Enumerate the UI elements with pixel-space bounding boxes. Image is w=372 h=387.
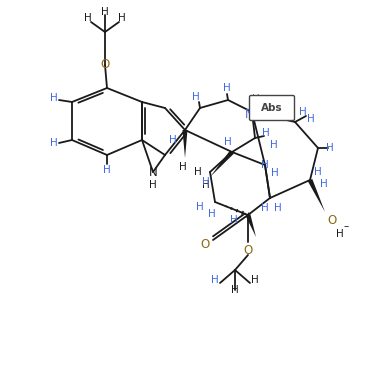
Text: H: H <box>103 165 111 175</box>
Text: H: H <box>169 135 177 145</box>
Text: H: H <box>251 275 259 285</box>
Text: H: H <box>336 229 344 239</box>
Text: H: H <box>307 114 315 124</box>
Text: H: H <box>223 83 231 93</box>
Text: +: + <box>254 103 262 113</box>
Text: H: H <box>202 180 210 190</box>
Text: H: H <box>262 128 270 138</box>
Text: O: O <box>201 238 210 252</box>
Polygon shape <box>183 130 187 158</box>
Text: H: H <box>101 7 109 17</box>
Text: O: O <box>327 214 337 226</box>
Text: H: H <box>261 203 269 213</box>
Text: –: – <box>343 221 349 231</box>
Text: H: H <box>224 137 232 147</box>
Text: H: H <box>194 167 202 177</box>
Text: H: H <box>50 138 58 148</box>
Text: O: O <box>100 58 110 72</box>
Text: H: H <box>179 162 187 172</box>
Text: H: H <box>314 167 322 177</box>
FancyBboxPatch shape <box>250 96 295 120</box>
Text: H: H <box>230 215 238 225</box>
Text: Abs: Abs <box>261 103 283 113</box>
Text: H: H <box>326 143 334 153</box>
Text: H: H <box>261 160 269 170</box>
Text: O: O <box>243 243 253 257</box>
Text: H: H <box>118 13 126 23</box>
Text: H: H <box>202 177 210 187</box>
Text: N: N <box>149 166 157 178</box>
Text: H: H <box>50 93 58 103</box>
Polygon shape <box>308 179 325 212</box>
Text: H: H <box>254 99 262 109</box>
Text: H: H <box>196 202 204 212</box>
Text: H: H <box>84 13 92 23</box>
Polygon shape <box>210 150 234 177</box>
Text: H: H <box>270 140 278 150</box>
Text: H: H <box>208 209 216 219</box>
Polygon shape <box>246 214 256 237</box>
Text: N: N <box>245 108 253 120</box>
Text: H: H <box>320 179 328 189</box>
Text: H: H <box>271 168 279 178</box>
Text: H: H <box>211 275 219 285</box>
Text: H: H <box>192 92 200 102</box>
Text: H: H <box>299 107 307 117</box>
Text: H: H <box>252 94 260 104</box>
Text: H: H <box>274 203 282 213</box>
Text: H: H <box>231 285 239 295</box>
Text: H: H <box>149 180 157 190</box>
